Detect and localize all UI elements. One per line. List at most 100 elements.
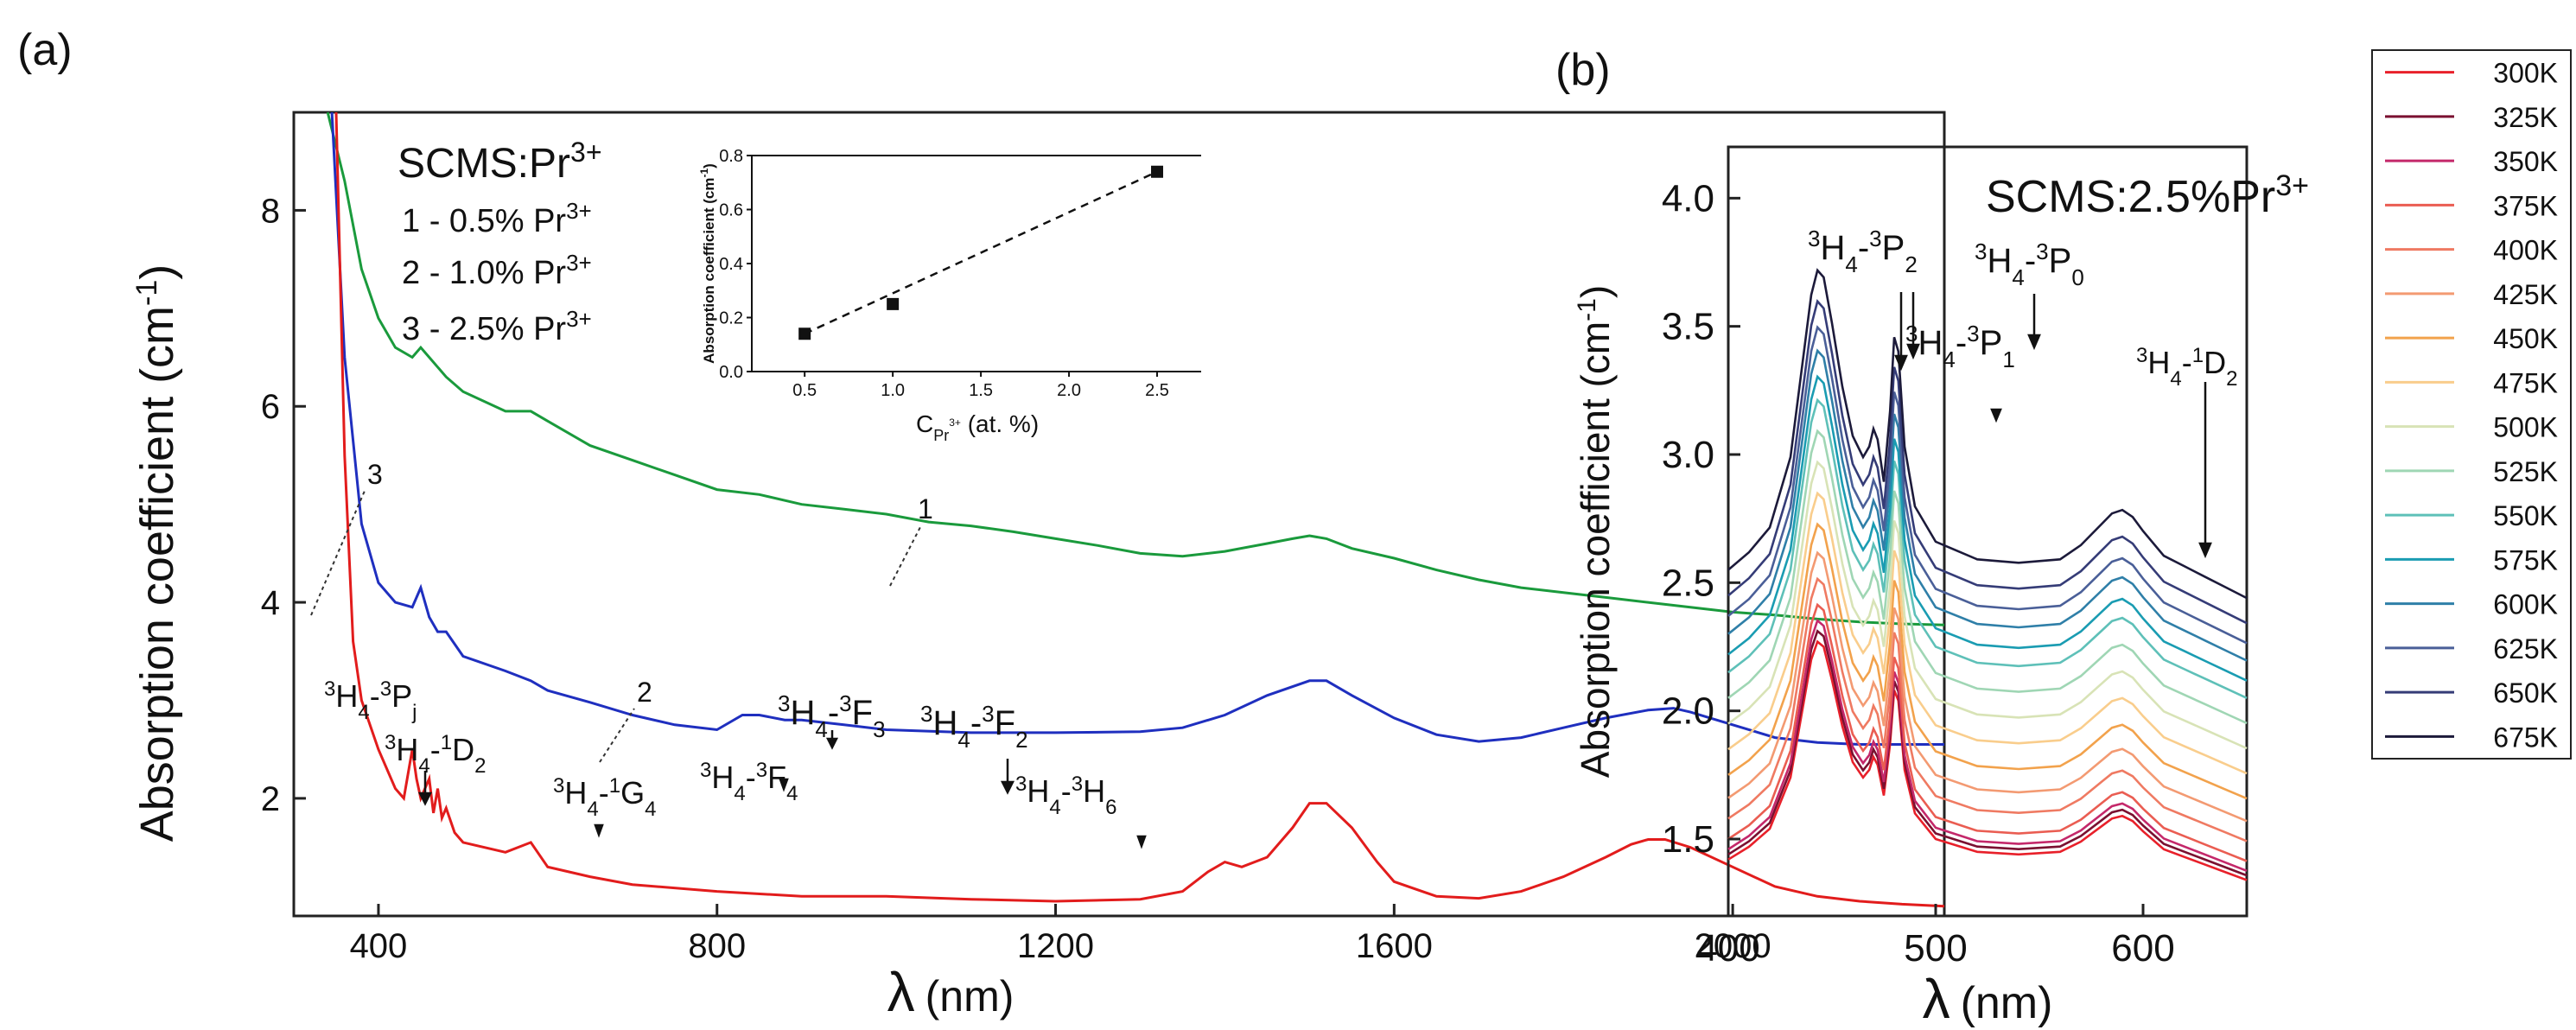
y-ticks-b: 1.5 2.0 2.5 3.0 3.5 4.0 [1662,177,1740,861]
y-tick-label-b: 3.0 [1662,434,1714,476]
legend-items-b: 300K 325K 350K 375K 400K 425K 450K 475K 500K 525K… [2385,58,2558,753]
series-line-b-600K [1727,348,2248,662]
legend-label-400K: 400K [2493,235,2558,266]
inset-background [700,156,1201,441]
plot-frame-a [292,111,1946,918]
x-tick-label-a: 800 [688,927,746,965]
y-tick-label-b: 1.5 [1662,818,1714,861]
series-line-b-650K [1727,299,2248,625]
legend-label-625K: 625K [2493,633,2558,664]
legend-entry-3: 3 - 2.5% Pr3+ [402,306,592,347]
legend-a: SCMS:Pr3+ 1 - 0.5% Pr3+ 2 - 1.0% Pr3+ 3 … [398,137,602,347]
legend-label-450K: 450K [2493,323,2558,354]
arrow-b-3p2a-head [1894,354,1908,372]
series-line-b-525K [1727,429,2248,725]
series-line-a-1 [326,111,1945,626]
x-tick-label-a: 1600 [1356,927,1433,965]
legend-label-650K: 650K [2493,677,2558,709]
inset-x-tick-label: 0.5 [792,381,817,400]
y-tick-label-a: 6 [261,388,280,426]
inset-y-tick-label: 0.4 [719,255,743,274]
legend-entry-2: 2 - 1.0% Pr3+ [402,250,592,291]
panel-a: (a) 400 800 1200 1600 2000 2 4 6 8 λ (nm) Absorp… [17,25,1946,1023]
legend-label-325K: 325K [2493,102,2558,133]
legend-entry-1: 1 - 0.5% Pr3+ [402,198,592,239]
x-tick-label-a: 2000 [1695,927,1771,965]
arrow-a-3f2-head [1000,780,1015,795]
temperature-legend: 300K 325K 350K 375K 400K 425K 450K 475K 500K 525K… [2371,49,2572,760]
inset-a: 0.5 1.0 1.5 2.0 2.5 0.0 0.2 0.4 0.6 0.8 Absorptio… [698,147,1201,444]
y-tick-label-b: 3.5 [1662,306,1714,348]
curve-1-label: 1 [918,493,933,525]
series-line-a-2 [330,111,1944,746]
inset-y-label: Absorption coefficient (cm-1) [698,163,717,364]
transition-label-a-1: 3H4-3Pj [324,677,417,724]
peak-arrows-b [1894,292,2212,559]
series-line-b-300K [1727,639,2248,881]
transition-labels-b: 3H4-3P2 3H4-3P0 3H4-3P1 3H4-1D2 [1808,226,2237,391]
arrow-a-3f3-head [825,737,839,750]
legend-label-600K: 600K [2493,589,2558,620]
x-tick-label-b: 600 [2111,927,2174,970]
series-group-b [1727,268,2248,881]
x-tick-label-b: 500 [1904,927,1967,970]
legend-box-b [2371,49,2572,760]
series-line-b-400K [1727,576,2248,842]
series-line-b-425K [1727,550,2248,823]
arrow-b-3p1-head [1990,408,2002,423]
arrow-a-1g4-head [594,823,604,838]
series-line-b-350K [1727,618,2248,873]
curve-3-label: 3 [367,459,383,490]
inset-data-point [1151,165,1164,178]
legend-label-300K: 300K [2493,58,2558,89]
legend-label-425K: 425K [2493,279,2558,310]
arrow-b-3p0-head [2027,334,2041,351]
y-tick-label-b: 4.0 [1662,177,1714,219]
series-line-b-500K [1727,460,2248,750]
series-line-b-475K [1727,491,2248,775]
transition-labels-a: 3H4-3Pj 3H4-1D2 3H4-1G4 3H4-3F4 3H4-3F3 … [324,677,1116,821]
series-line-b-625K [1727,325,2248,645]
curve-1-leader [889,526,921,587]
series-line-b-550K [1727,397,2248,699]
y-tick-label-a: 2 [261,780,280,818]
inset-x-label: CPr3+ (at. %) [916,410,1039,444]
y-axis-label-a: Absorption coefficient (cm-1) [130,264,183,842]
arrow-b-3p2b-head [1906,343,1920,360]
x-tick-label-a: 400 [350,927,408,965]
inset-y-tick-label: 0.8 [719,147,743,166]
x-axis-label-b: λ (nm) [1923,968,2053,1030]
panel-b-label: (b) [1555,45,1611,95]
inset-points [798,165,1164,340]
inset-fit-line [804,170,1158,335]
legend-label-675K: 675K [2493,722,2558,753]
series-line-b-375K [1727,602,2248,862]
arrow-a-3f4-head [779,778,789,792]
series-line-b-450K [1727,522,2248,800]
inset-y-tick-label: 0.6 [719,201,743,220]
transition-label-b-4: 3H4-1D2 [2136,344,2237,391]
legend-label-375K: 375K [2493,190,2558,221]
legend-label-500K: 500K [2493,412,2558,443]
curve-2-leader [599,708,635,763]
curve-2-label: 2 [637,677,652,708]
x-axis-label-a: λ (nm) [887,961,1014,1023]
series-line-b-675K [1727,268,2248,600]
inset-data-point [887,297,900,310]
panel-b: (b) 400 500 600 1.5 2.0 2.5 3.0 3.5 4.0 λ (nm) A… [1555,45,2572,1030]
legend-label-575K: 575K [2493,544,2558,575]
chart-title-b: SCMS:2.5%Pr3+ [1986,169,2309,222]
y-tick-label-a: 8 [261,192,280,230]
y-tick-label-b: 2.5 [1662,562,1714,604]
x-tick-label-a: 1200 [1017,927,1094,965]
inset-data-point [798,327,811,340]
transition-label-a-6: 3H4-3F2 [920,701,1028,753]
legend-label-475K: 475K [2493,367,2558,398]
inset-ticks: 0.5 1.0 1.5 2.0 2.5 0.0 0.2 0.4 0.6 0.8 [719,147,1169,400]
inset-x-tick-label: 2.0 [1057,381,1081,400]
transition-label-a-4: 3H4-3F4 [700,759,798,805]
arrow-a-1d2-head [417,792,433,806]
x-ticks-b: 400 500 600 [1696,904,2175,970]
arrow-b-1d2-head [2198,542,2212,559]
curve-3-leader [310,490,366,616]
